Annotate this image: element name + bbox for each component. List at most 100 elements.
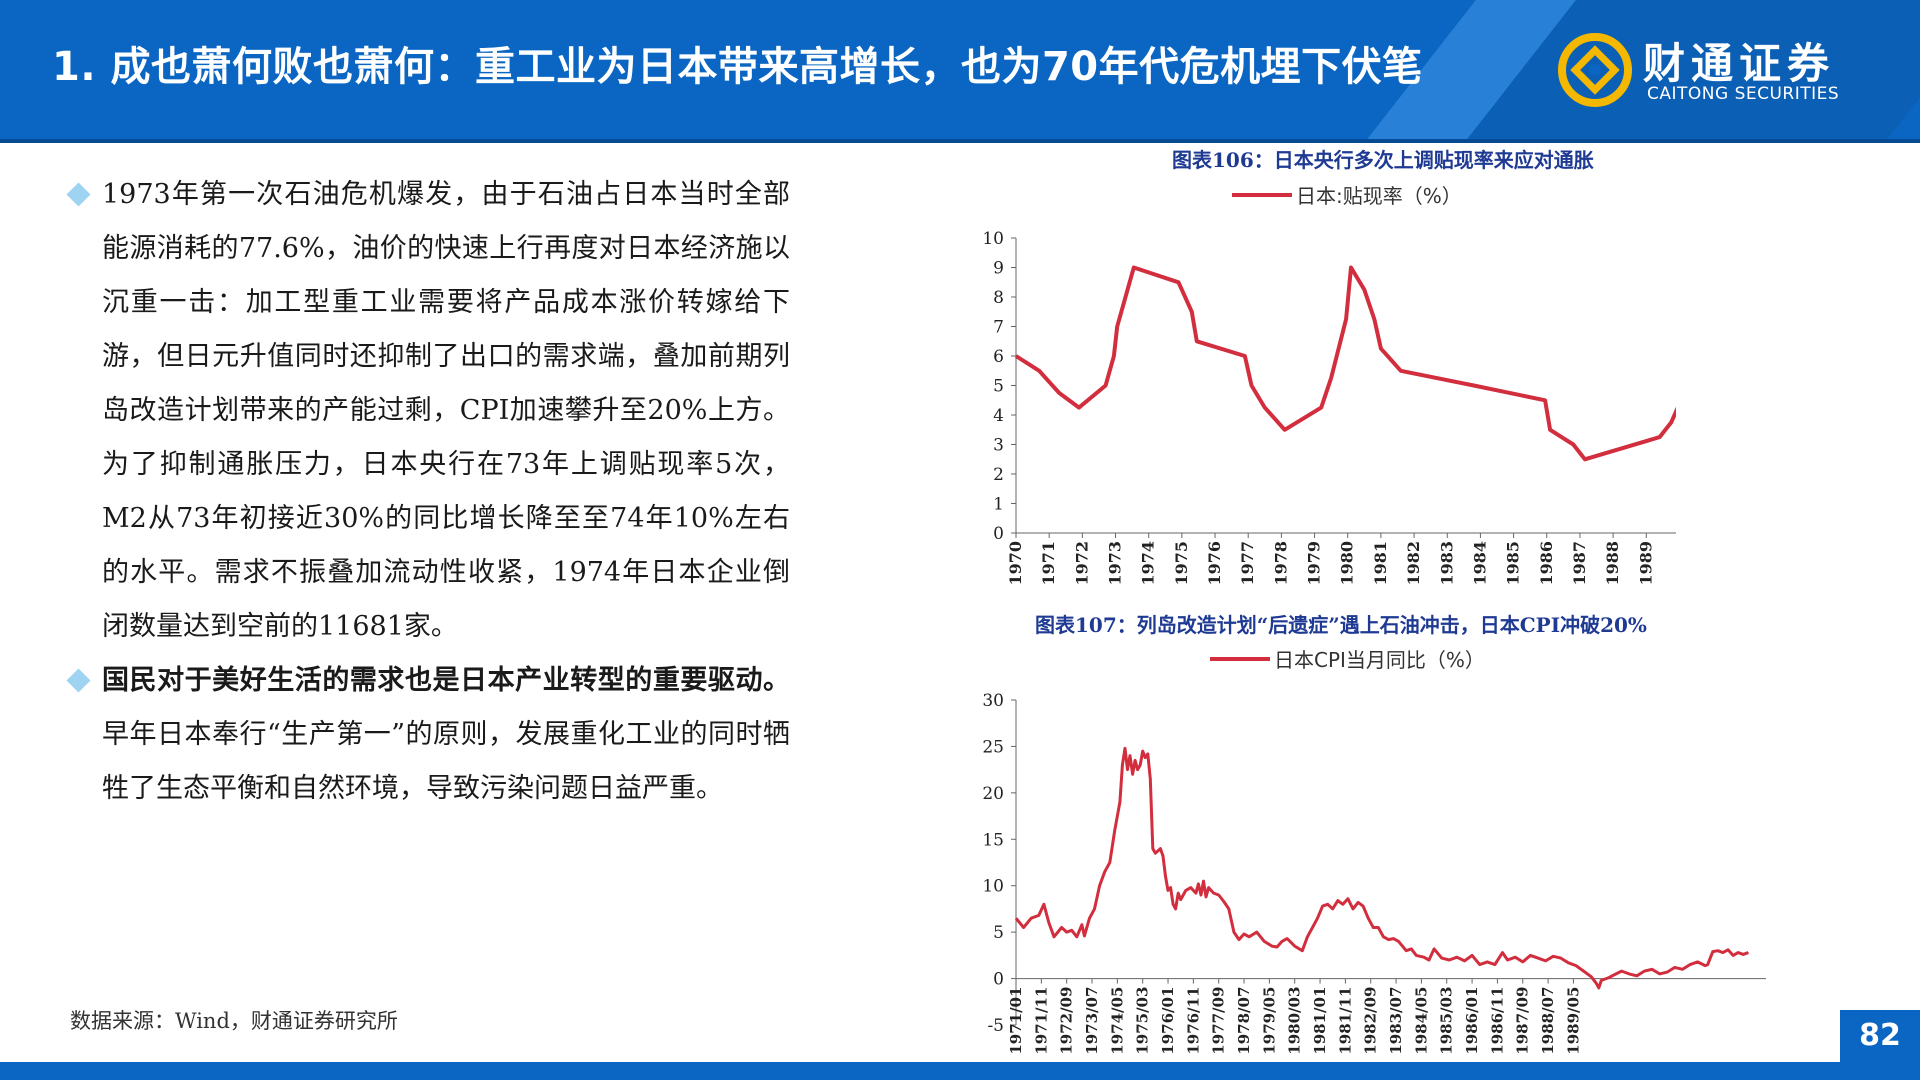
data-point [1337, 900, 1339, 902]
y-tick-label: 9 [993, 259, 1004, 279]
x-tick-label: 1987/09 [1514, 987, 1532, 1055]
data-point [1697, 961, 1699, 963]
data-point [1218, 894, 1220, 896]
data-point [1061, 927, 1063, 928]
data-point [1132, 773, 1134, 775]
y-tick-label: 15 [982, 830, 1004, 850]
data-point [1659, 973, 1661, 975]
data-point [1400, 370, 1402, 372]
data-point [1707, 964, 1709, 966]
data-point [1363, 289, 1365, 291]
paragraph-text: 早年日本奉行“生产第一”的原则，发展重化工业的同时牺牲了生态平衡和自然环境，导致… [102, 719, 790, 804]
legend-label: 日本CPI当月同比（%） [1274, 648, 1485, 672]
data-point [1600, 979, 1602, 981]
x-tick-label: 1976 [1205, 541, 1224, 586]
y-tick-label: 2 [993, 465, 1004, 485]
x-tick-label: 1976/01 [1159, 987, 1177, 1055]
data-point [1223, 901, 1225, 902]
y-tick-label: 5 [993, 377, 1004, 397]
data-point [1357, 901, 1359, 903]
x-tick-label: 1973 [1106, 541, 1125, 586]
data-point [1178, 281, 1179, 283]
data-point [1200, 894, 1202, 896]
x-tick-label: 1984/05 [1412, 987, 1430, 1055]
data-point [1583, 970, 1585, 972]
data-point [1479, 964, 1481, 966]
data-point [1643, 970, 1645, 972]
logo-text-cn: 财通证券 [1643, 39, 1836, 88]
data-point [1552, 955, 1554, 957]
data-point [1142, 750, 1144, 752]
y-tick-label: 25 [982, 737, 1004, 757]
data-point [1190, 887, 1192, 889]
data-point [1410, 948, 1412, 950]
data-point [1502, 952, 1503, 954]
x-tick-label: 1971/01 [1007, 987, 1025, 1055]
y-tick-label: 20 [982, 784, 1004, 804]
data-point [1330, 377, 1332, 379]
x-tick-label: 1973/07 [1083, 987, 1101, 1055]
data-point [1276, 946, 1278, 948]
data-point [1213, 892, 1215, 894]
data-point [1165, 875, 1166, 877]
x-tick-label: 1974 [1139, 541, 1158, 586]
data-point [1621, 970, 1623, 972]
data-point [1104, 871, 1106, 873]
data-point [1732, 954, 1734, 956]
data-point [1327, 903, 1329, 905]
data-point [1248, 936, 1250, 938]
data-point [1433, 948, 1435, 950]
data-point [1590, 976, 1592, 978]
bullet-paragraph: 国民对于美好生活的需求也是日本产业转型的重要驱动。早年日本奉行“生产第一”的原则… [66, 654, 790, 816]
data-point [1286, 938, 1288, 940]
data-point [1659, 436, 1661, 438]
data-point [1514, 956, 1516, 958]
x-tick-label: 1985/03 [1438, 987, 1456, 1055]
data-point [1332, 908, 1334, 910]
data-point [1124, 747, 1126, 749]
x-tick-label: 1970 [1006, 541, 1025, 586]
legend-swatch [1210, 656, 1270, 661]
x-tick-label: 1988/07 [1539, 987, 1557, 1055]
body-text: 1973年第一次石油危机爆发，由于石油占日本当时全部能源消耗的77.6%，油价的… [66, 168, 790, 816]
y-tick-label: 10 [982, 877, 1004, 897]
data-point [1350, 267, 1352, 268]
data-point [1244, 355, 1246, 357]
x-tick-label: 1981/11 [1336, 987, 1354, 1055]
x-tick-label: 1984 [1470, 541, 1489, 586]
data-point [1598, 987, 1600, 989]
data-point [1167, 889, 1169, 891]
data-point [1233, 931, 1235, 933]
data-point [1154, 852, 1156, 854]
chart2-title: 图表107：列岛改造计划“后遗症”遇上石油冲击，日本CPI冲破20% [1035, 613, 1647, 637]
data-point [1023, 927, 1025, 928]
y-tick-label: 8 [993, 288, 1004, 308]
data-point [1486, 961, 1488, 963]
data-point [1529, 954, 1531, 956]
x-tick-label: 1977 [1238, 541, 1257, 586]
data-point [1238, 939, 1240, 941]
y-tick-label: 10 [982, 229, 1004, 249]
data-point [1066, 931, 1068, 933]
data-point [1081, 924, 1083, 926]
data-point [1083, 935, 1085, 937]
page-title: 1. 成也萧何败也萧何：重工业为日本带来高增长，也为70年代危机埋下伏笔 [52, 44, 1423, 90]
series-line [1014, 265, 1676, 462]
data-point [1113, 355, 1115, 357]
data-point [1712, 951, 1714, 953]
data-point [1373, 318, 1375, 320]
data-point [1294, 945, 1296, 947]
data-point [1162, 855, 1164, 857]
data-point [1271, 945, 1273, 947]
data-point [1170, 887, 1172, 889]
data-point [1560, 957, 1562, 959]
data-point [1149, 778, 1151, 780]
paragraph-bold-lead: 国民对于美好生活的需求也是日本产业转型的重要驱动。 [102, 665, 790, 696]
y-tick-label: 0 [993, 524, 1004, 544]
x-tick-label: 1971 [1039, 541, 1058, 586]
x-tick-label: 1972 [1072, 541, 1091, 586]
diamond-bullet-icon [66, 182, 91, 207]
data-point [1116, 326, 1118, 327]
data-point [1197, 883, 1199, 885]
data-point [1185, 889, 1187, 891]
